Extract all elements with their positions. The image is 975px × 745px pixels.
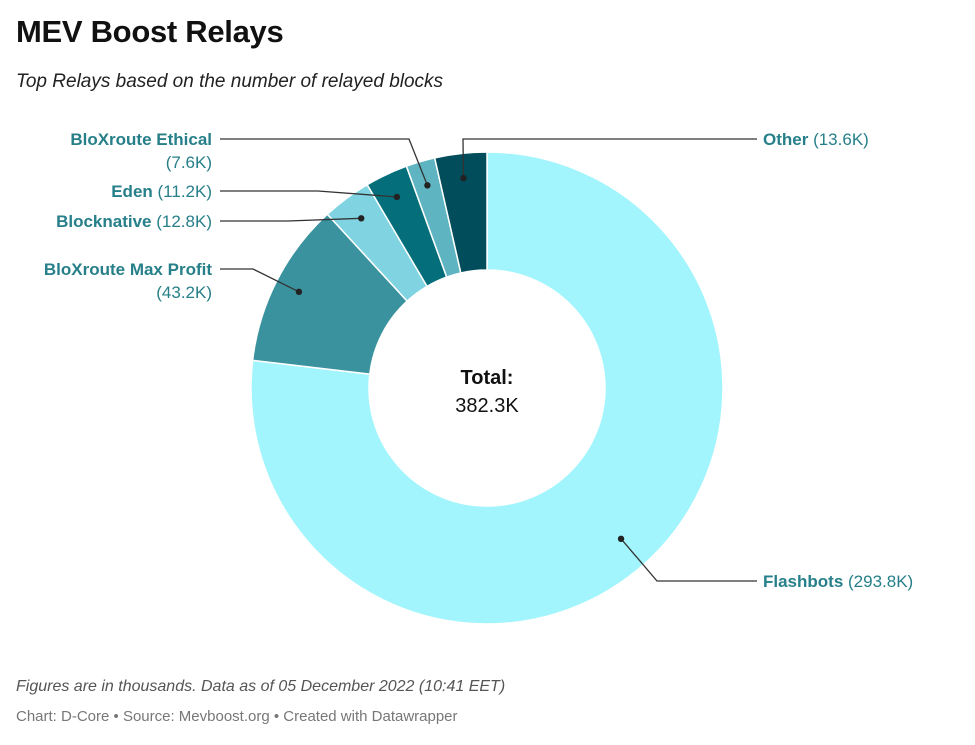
- label-blocknative: Blocknative (12.8K): [56, 212, 212, 231]
- leader-dot-flashbots: [617, 535, 625, 543]
- label-eden: Eden (11.2K): [111, 182, 212, 201]
- data-note: Figures are in thousands. Data as of 05 …: [16, 678, 506, 695]
- center-total-value: 382.3K: [455, 395, 519, 417]
- chart-title: MEV Boost Relays: [16, 14, 284, 49]
- label-bloxroute-max-profit: BloXroute Max Profit (43.2K): [44, 260, 212, 302]
- leader-line-bloxroute-ethical: [220, 138, 429, 186]
- leader-dot-blocknative: [358, 215, 365, 222]
- leader-line-bloxroute-max-profit: [220, 268, 300, 293]
- chart-credits: Chart: D-Core • Source: Mevboost.org • C…: [16, 708, 458, 725]
- label-bloxroute-ethical: BloXroute Ethical (7.6K): [70, 130, 212, 172]
- label-other: Other (13.6K): [763, 130, 869, 149]
- leader-line-eden: [220, 190, 397, 198]
- donut-chart: Flashbots (293.8K) BloXroute Max Profit (4…: [44, 130, 913, 625]
- leader-dot-other: [460, 174, 467, 182]
- leader-line-flashbots: [620, 538, 757, 582]
- leader-line-blocknative: [220, 217, 362, 222]
- chart-subtitle: Top Relays based on the number of relaye…: [16, 71, 444, 92]
- leader-line-other: [462, 138, 757, 179]
- leader-dot-eden: [393, 193, 401, 201]
- center-total-title: Total:: [461, 367, 514, 389]
- leader-dot-bloxroute-ethical: [424, 182, 431, 189]
- slice-other: [433, 151, 488, 274]
- slice-flashbots: [250, 151, 724, 625]
- label-flashbots: Flashbots (293.8K): [763, 572, 913, 591]
- leader-dot-bloxroute-max-profit: [295, 288, 303, 296]
